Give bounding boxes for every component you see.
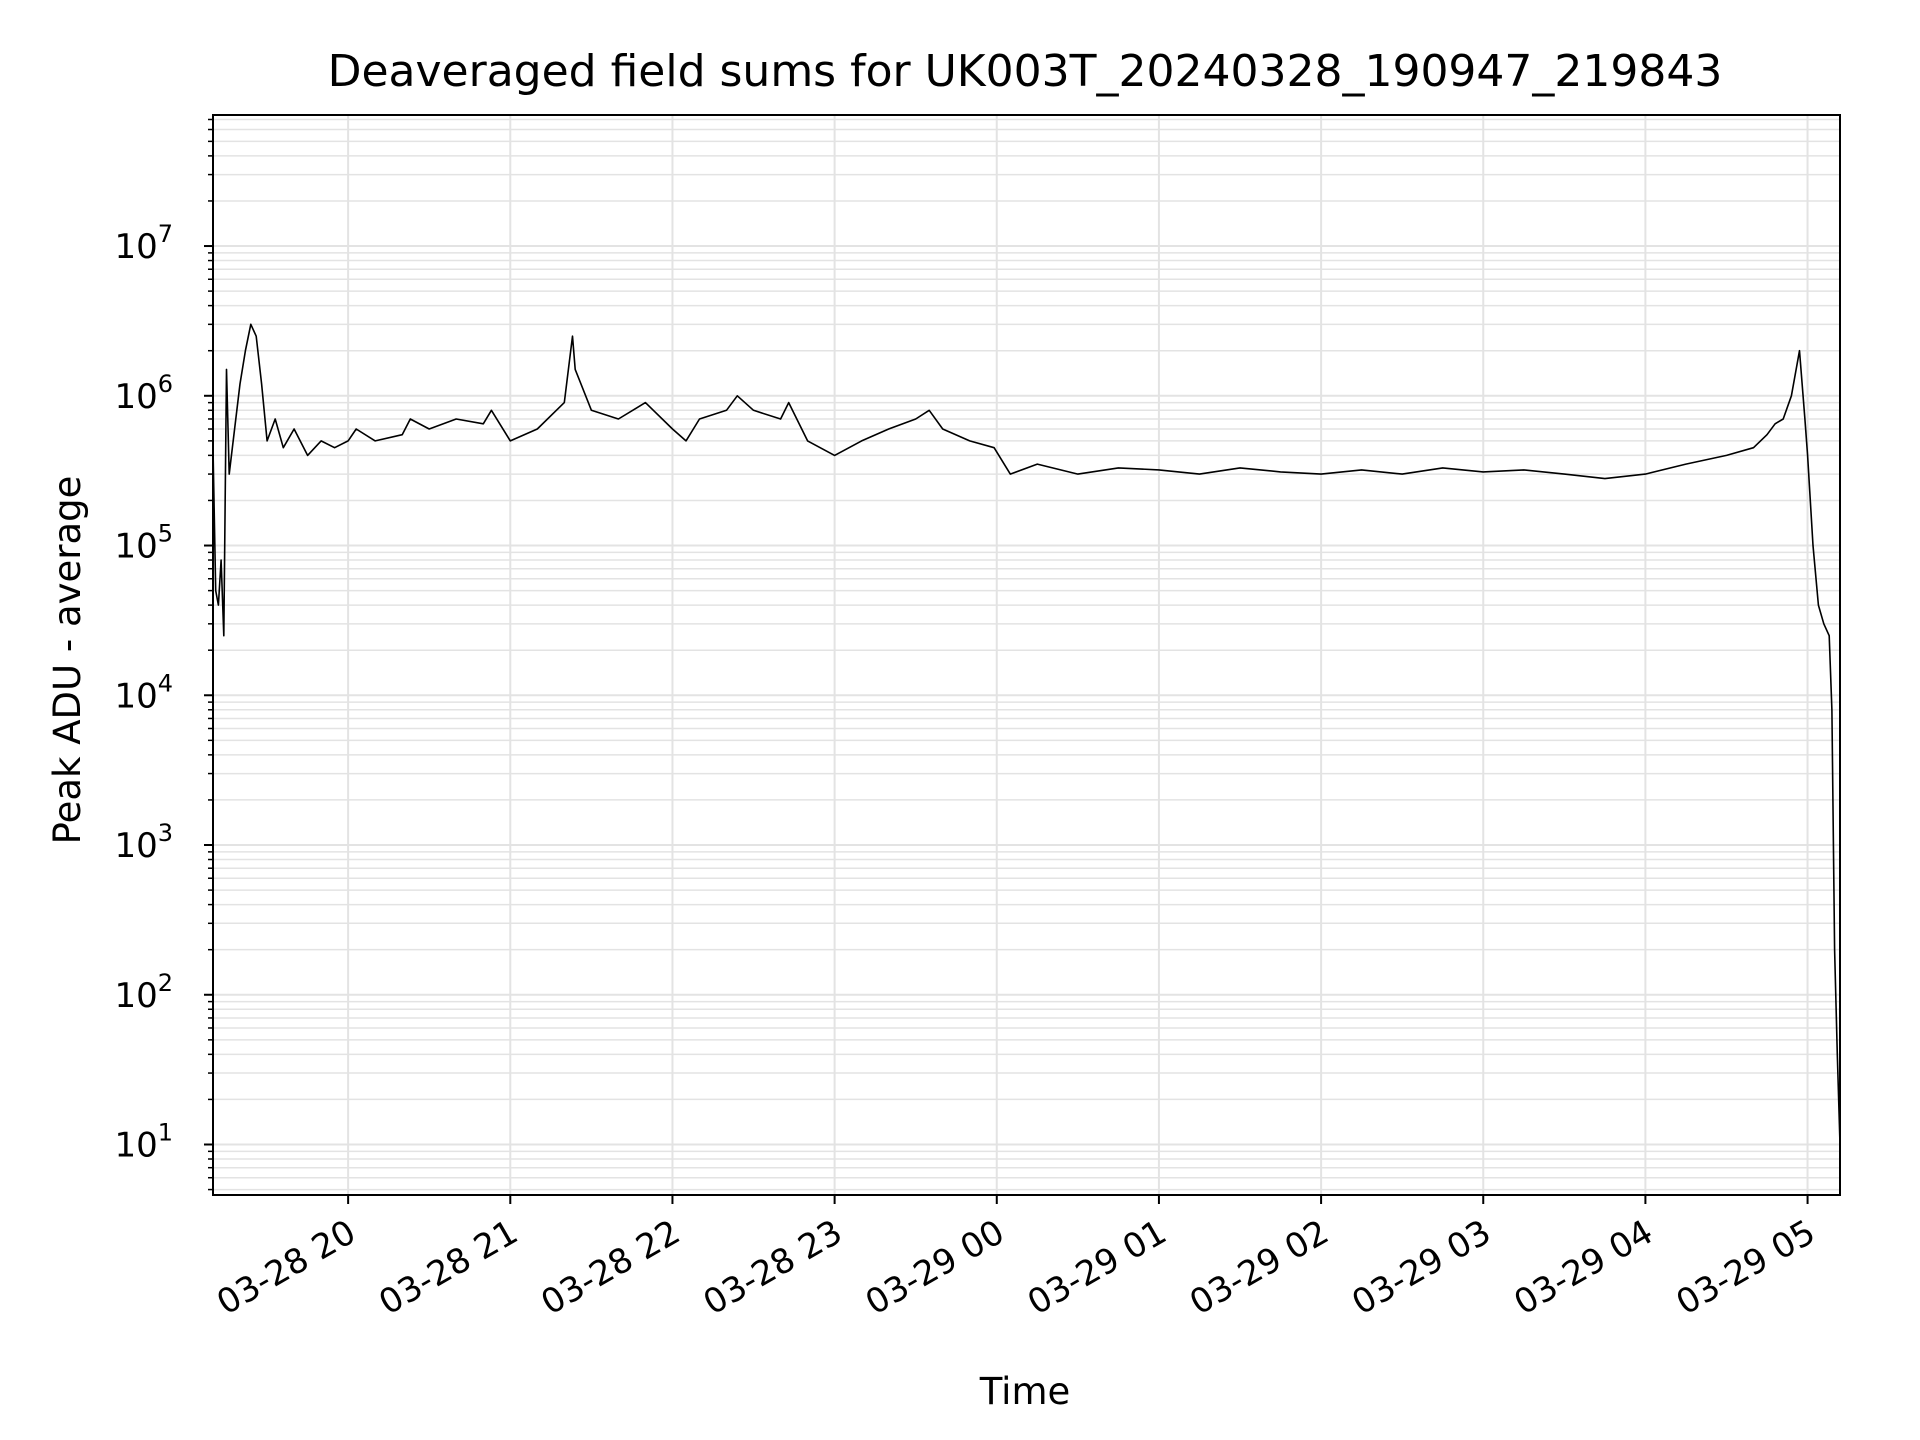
- series-line: [212, 323, 1841, 1145]
- y-tick-label: 103: [114, 819, 173, 866]
- x-axis-label: Time: [979, 1370, 1071, 1413]
- y-tick-label: 104: [114, 669, 173, 716]
- y-tick-label: 107: [114, 220, 173, 267]
- plot-frame: [212, 114, 1841, 1196]
- y-axis-label: Peak ADU - average: [46, 476, 89, 845]
- y-tick-label: 105: [114, 520, 173, 567]
- grid-lines: [213, 115, 1840, 1195]
- y-tick-label: 102: [114, 969, 173, 1016]
- y-axis: 101 102 103 104 105 106 107: [114, 118, 213, 1191]
- plot-area: [212, 323, 1841, 1145]
- y-tick-label: 106: [114, 370, 173, 417]
- y-tick-label: 101: [114, 1119, 173, 1166]
- chart-title: Deaveraged field sums for UK003T_2024032…: [328, 46, 1723, 97]
